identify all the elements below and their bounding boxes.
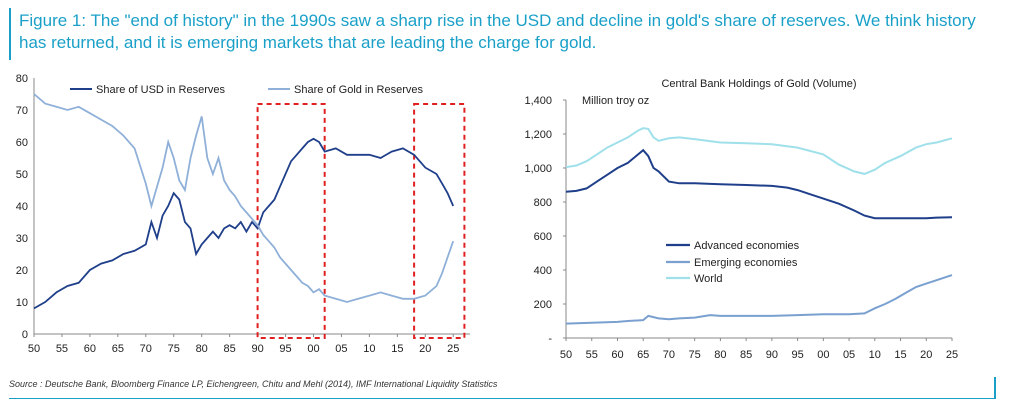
x-tick-label: 15 bbox=[894, 349, 906, 361]
x-tick-label: 55 bbox=[56, 343, 68, 355]
chart-title: Central Bank Holdings of Gold (Volume) bbox=[661, 78, 856, 90]
x-tick-label: 70 bbox=[663, 349, 675, 361]
x-tick-label: 95 bbox=[279, 343, 291, 355]
y-tick-label: 1,200 bbox=[524, 129, 552, 141]
x-tick-label: 00 bbox=[817, 349, 829, 361]
x-tick-label: 50 bbox=[28, 343, 40, 355]
y-tick-label: - bbox=[548, 333, 552, 345]
x-tick-label: 00 bbox=[307, 343, 319, 355]
legend-label-3: World bbox=[694, 273, 723, 285]
x-tick-label: 10 bbox=[869, 349, 881, 361]
x-tick-label: 50 bbox=[560, 349, 572, 361]
y-tick-label: 40 bbox=[16, 201, 28, 213]
series-line-2 bbox=[33, 93, 455, 303]
series-line-1 bbox=[33, 137, 455, 310]
x-tick-label: 15 bbox=[391, 343, 403, 355]
x-tick-label: 80 bbox=[714, 349, 726, 361]
series-line-1 bbox=[565, 148, 953, 220]
y-tick-label: 10 bbox=[16, 297, 28, 309]
y-tick-label: 400 bbox=[534, 265, 552, 277]
x-tick-label: 85 bbox=[224, 343, 236, 355]
y-tick-label: 0 bbox=[22, 329, 28, 341]
x-tick-label: 70 bbox=[140, 343, 152, 355]
x-tick-label: 05 bbox=[843, 349, 855, 361]
y-tick-label: 20 bbox=[16, 265, 28, 277]
x-tick-label: 75 bbox=[689, 349, 701, 361]
x-tick-label: 25 bbox=[447, 343, 459, 355]
x-tick-label: 55 bbox=[586, 349, 598, 361]
x-tick-label: 60 bbox=[611, 349, 623, 361]
y-tick-label: 600 bbox=[534, 231, 552, 243]
title-bar: Figure 1: The "end of history" in the 19… bbox=[9, 8, 1001, 60]
highlight-box bbox=[256, 103, 326, 339]
x-tick-label: 25 bbox=[946, 349, 958, 361]
y-tick-label: 200 bbox=[534, 299, 552, 311]
y-tick-label: 80 bbox=[16, 73, 28, 85]
x-tick-label: 20 bbox=[920, 349, 932, 361]
series-line-3 bbox=[565, 127, 953, 175]
x-tick-label: 95 bbox=[791, 349, 803, 361]
x-tick-label: 85 bbox=[740, 349, 752, 361]
y-tick-label: 1,000 bbox=[524, 163, 552, 175]
series-line-2 bbox=[565, 274, 953, 325]
x-tick-label: 90 bbox=[766, 349, 778, 361]
x-tick-label: 65 bbox=[637, 349, 649, 361]
source-note: Source : Deutsche Bank, Bloomberg Financ… bbox=[9, 379, 498, 389]
legend-label-1: Share of USD in Reserves bbox=[96, 84, 225, 96]
x-tick-label: 60 bbox=[84, 343, 96, 355]
x-tick-label: 10 bbox=[363, 343, 375, 355]
legend-label-2: Share of Gold in Reserves bbox=[294, 84, 424, 96]
figure-title: Figure 1: The "end of history" in the 19… bbox=[19, 11, 976, 52]
x-tick-label: 20 bbox=[419, 343, 431, 355]
x-tick-label: 05 bbox=[335, 343, 347, 355]
y-tick-label: 800 bbox=[534, 197, 552, 209]
highlight-box bbox=[413, 103, 466, 339]
x-tick-label: 65 bbox=[112, 343, 124, 355]
y-tick-label: 50 bbox=[16, 169, 28, 181]
y-tick-label: 70 bbox=[16, 105, 28, 117]
bottom-rule bbox=[9, 398, 996, 399]
x-tick-label: 80 bbox=[196, 343, 208, 355]
x-tick-label: 75 bbox=[168, 343, 180, 355]
y-axis-title: Million troy oz bbox=[582, 95, 649, 107]
x-tick-label: 90 bbox=[251, 343, 263, 355]
corner-rule bbox=[994, 377, 996, 399]
y-tick-label: 60 bbox=[16, 137, 28, 149]
y-tick-label: 30 bbox=[16, 233, 28, 245]
legend-label-2: Emerging economies bbox=[694, 257, 798, 269]
legend-label-1: Advanced economies bbox=[694, 240, 800, 252]
y-tick-label: 1,400 bbox=[524, 95, 552, 107]
